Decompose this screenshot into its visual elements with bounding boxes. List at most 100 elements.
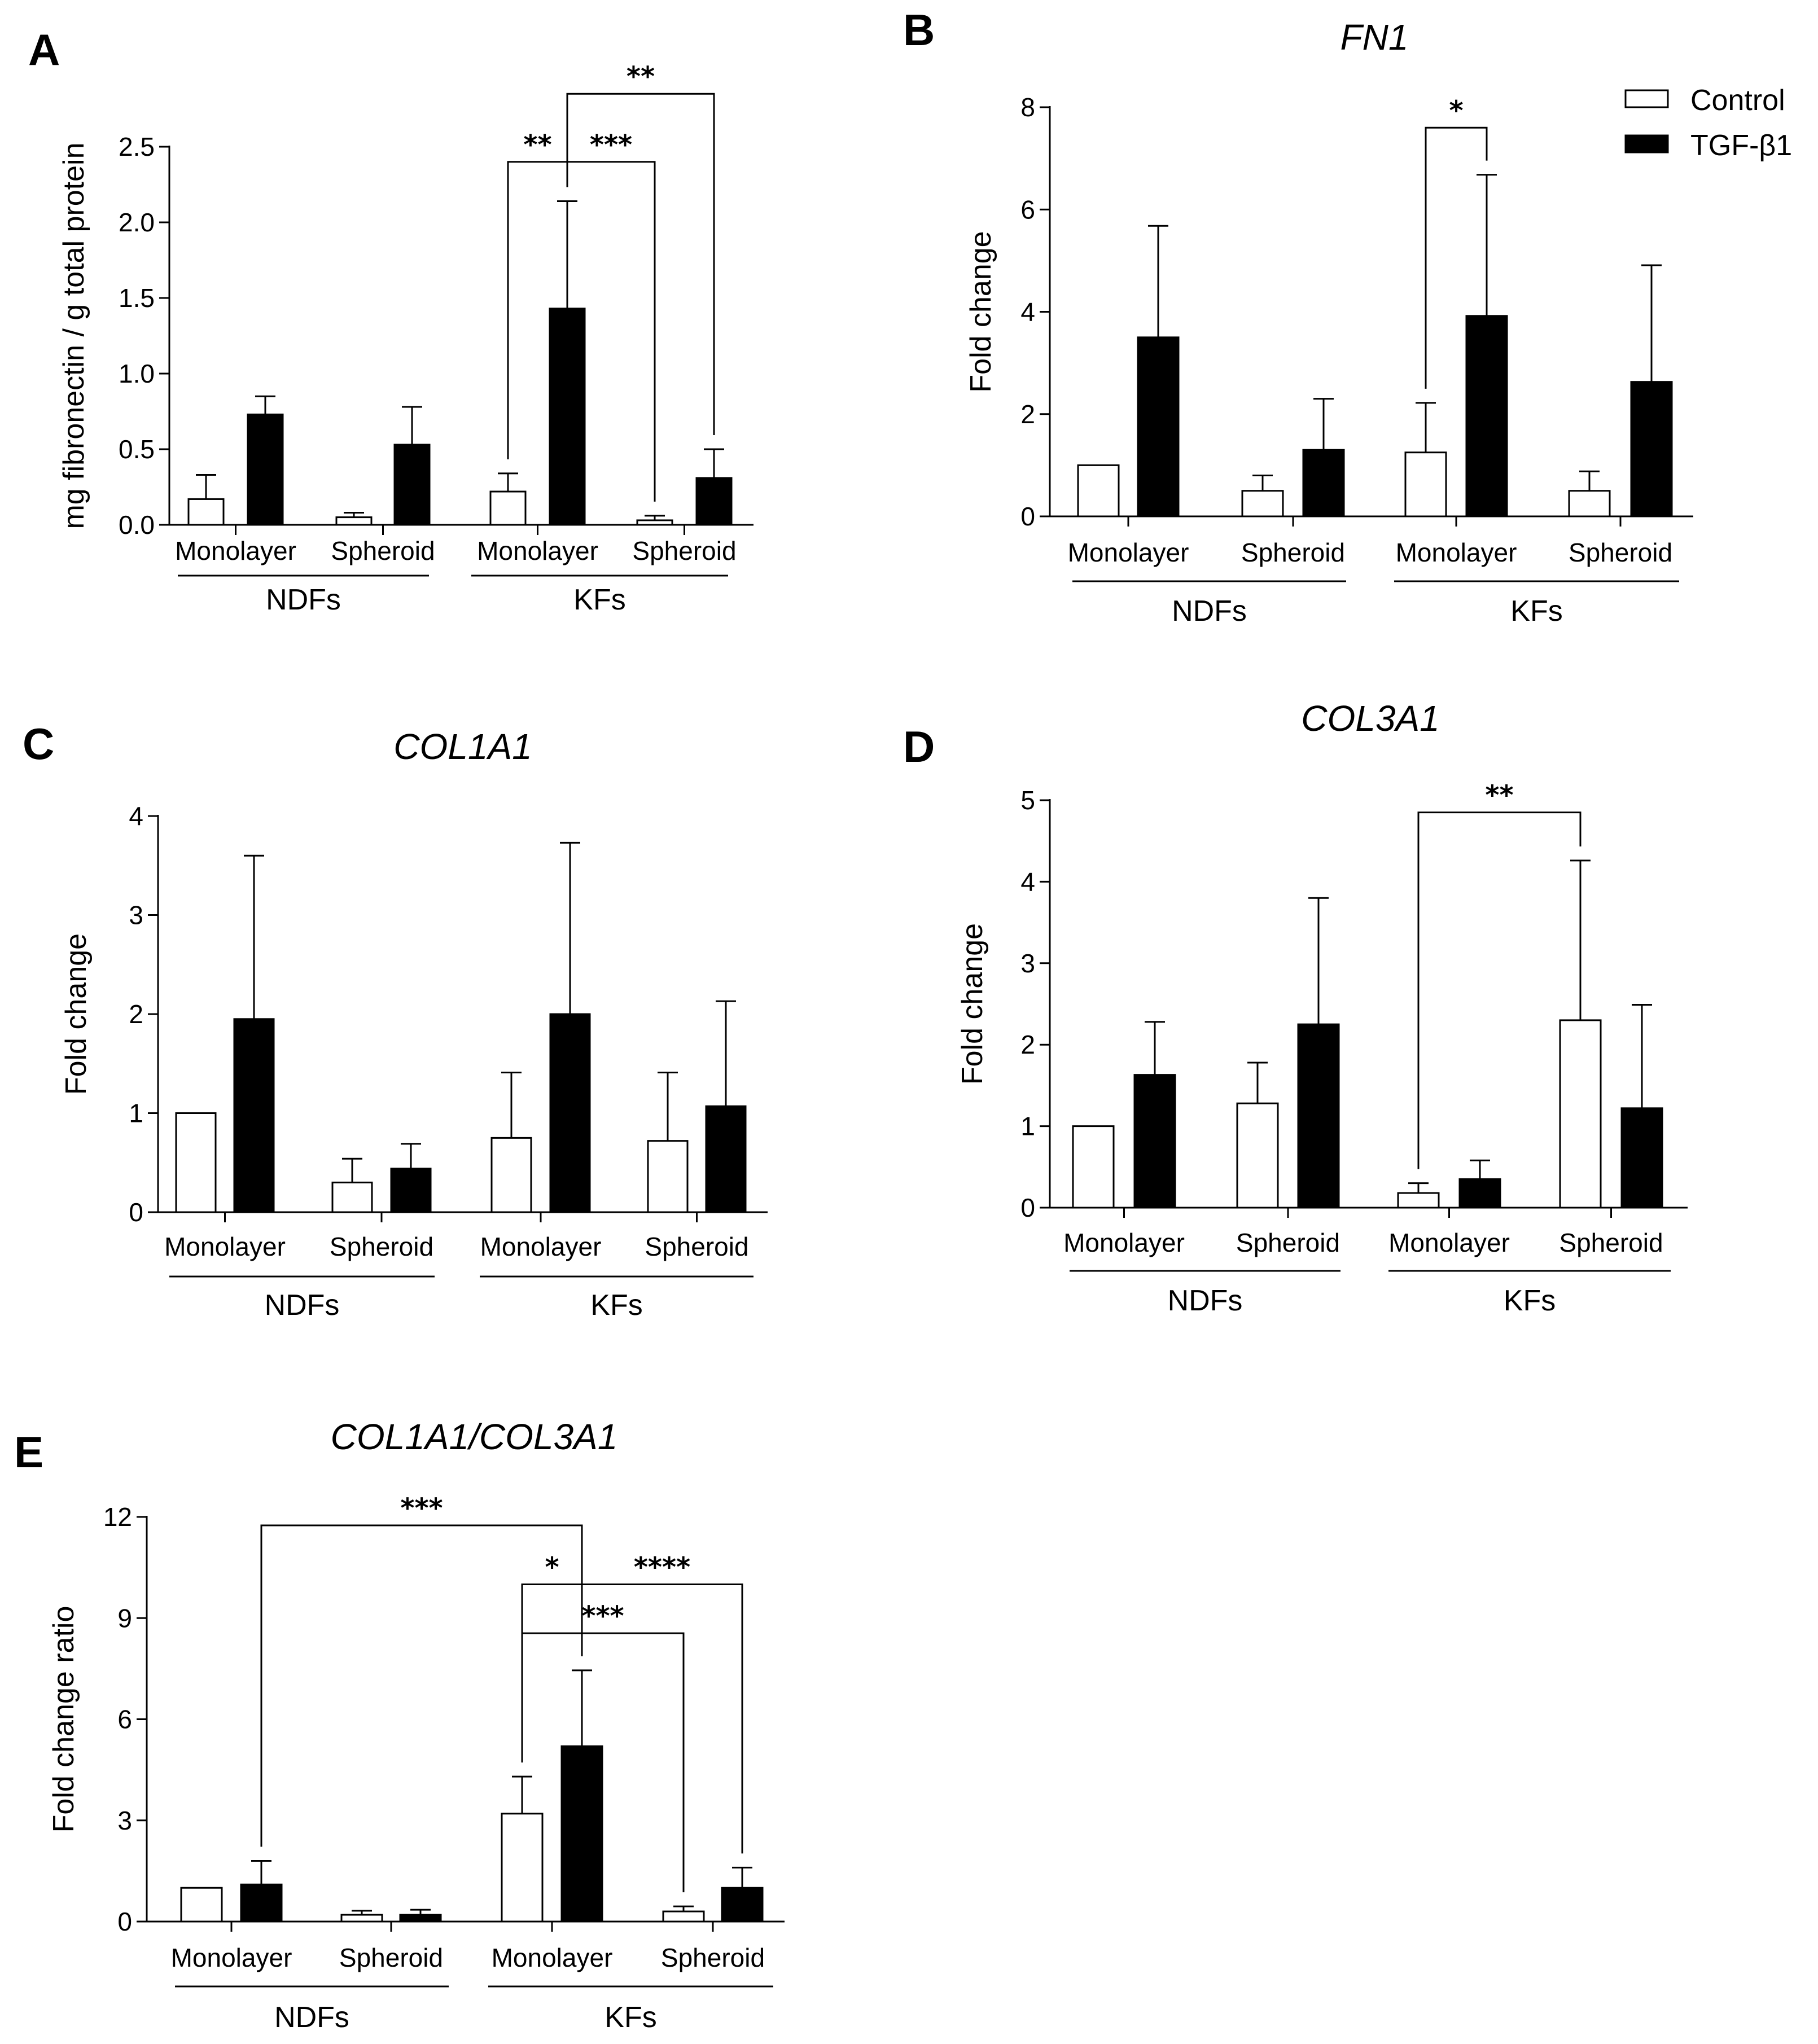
bar-tgf-1 bbox=[399, 1914, 442, 1923]
y-tick-label: 4 bbox=[1020, 867, 1035, 896]
significance-stars: *** bbox=[400, 1493, 443, 1524]
y-tick-label: 0 bbox=[129, 1198, 143, 1227]
significance-stars: **** bbox=[634, 1552, 690, 1584]
panel-letter: B bbox=[903, 5, 935, 55]
legend-swatch-control bbox=[1624, 89, 1669, 108]
bar-control-2 bbox=[501, 1813, 544, 1923]
category-label: Spheroid bbox=[1241, 538, 1345, 567]
bar-tgf-1 bbox=[1297, 1023, 1340, 1209]
bar-tgf-0 bbox=[1137, 336, 1180, 517]
y-axis-label: Fold change bbox=[956, 923, 989, 1085]
category-label: Spheroid bbox=[339, 1943, 443, 1972]
significance-bracket bbox=[581, 1584, 743, 1854]
category-label: Spheroid bbox=[1559, 1228, 1663, 1257]
category-label: Monolayer bbox=[164, 1232, 286, 1261]
category-label: Monolayer bbox=[1063, 1228, 1185, 1257]
y-tick-label: 5 bbox=[1020, 786, 1035, 815]
y-axis-label: Fold change bbox=[60, 933, 93, 1095]
bar-tgf-3 bbox=[1620, 1107, 1663, 1209]
significance-bracket bbox=[521, 1632, 685, 1893]
bar-control-3 bbox=[1559, 1019, 1602, 1209]
bar-control-3 bbox=[1568, 490, 1611, 517]
bar-tgf-1 bbox=[390, 1168, 432, 1213]
category-label: Spheroid bbox=[632, 536, 736, 565]
bar-control-1 bbox=[340, 1914, 383, 1923]
bar-control-2 bbox=[490, 1137, 532, 1213]
bar-tgf-3 bbox=[721, 1887, 764, 1923]
y-tick-label: 0.5 bbox=[119, 435, 155, 464]
bar-control-3 bbox=[636, 519, 673, 526]
bar-control-1 bbox=[1236, 1102, 1279, 1209]
bar-control-2 bbox=[1404, 451, 1447, 517]
significance-bracket bbox=[1417, 812, 1582, 1169]
bar-tgf-2 bbox=[549, 308, 586, 526]
legend-label: TGF-β1 bbox=[1690, 129, 1792, 162]
category-label: Monolayer bbox=[175, 536, 296, 565]
bar-tgf-2 bbox=[560, 1745, 603, 1923]
y-tick-label: 8 bbox=[1020, 93, 1035, 122]
significance-stars: * bbox=[1449, 95, 1463, 126]
significance-stars: * bbox=[545, 1552, 559, 1584]
y-tick-label: 1 bbox=[1020, 1112, 1035, 1141]
bar-control-0 bbox=[175, 1112, 217, 1213]
category-label: Monolayer bbox=[480, 1232, 602, 1261]
category-label: Monolayer bbox=[492, 1943, 613, 1972]
significance-stars: ** bbox=[627, 61, 655, 93]
bar-control-3 bbox=[662, 1910, 705, 1923]
y-tick-label: 0 bbox=[1020, 1193, 1035, 1222]
bar-tgf-0 bbox=[233, 1018, 275, 1213]
panel-c: C COL1A1 Fold change 0 1 2 3 4 Monolayer Spheroid… bbox=[23, 719, 768, 1322]
bar-tgf-1 bbox=[1302, 449, 1345, 517]
category-label: Spheroid bbox=[1236, 1228, 1340, 1257]
group-label: NDFs bbox=[274, 2001, 349, 2034]
y-tick-label: 3 bbox=[1020, 949, 1035, 978]
group-label: KFs bbox=[1510, 595, 1562, 628]
y-tick-label: 2.0 bbox=[119, 208, 155, 237]
bar-control-2 bbox=[1397, 1192, 1440, 1209]
group-label: NDFs bbox=[266, 584, 341, 616]
y-tick-label: 0.0 bbox=[119, 510, 155, 539]
y-tick-label: 0 bbox=[1020, 502, 1035, 531]
category-label: Monolayer bbox=[477, 536, 598, 565]
y-tick-label: 6 bbox=[1020, 195, 1035, 224]
group-label: KFs bbox=[590, 1289, 642, 1322]
category-label: Spheroid bbox=[331, 536, 435, 565]
significance-bracket bbox=[1425, 126, 1488, 389]
bar-control-1 bbox=[335, 516, 373, 526]
chart-title: COL3A1 bbox=[1301, 698, 1439, 739]
y-tick-label: 6 bbox=[117, 1705, 132, 1734]
significance-bracket bbox=[566, 93, 715, 435]
bar-control-2 bbox=[489, 490, 527, 526]
panel-letter: C bbox=[23, 719, 54, 769]
group-label: KFs bbox=[604, 2001, 656, 2034]
category-label: Spheroid bbox=[661, 1943, 765, 1972]
bar-tgf-3 bbox=[695, 477, 733, 526]
group-label: NDFs bbox=[265, 1289, 340, 1322]
bar-control-3 bbox=[647, 1140, 689, 1213]
panel-letter: A bbox=[28, 25, 60, 74]
y-tick-label: 2 bbox=[129, 999, 143, 1029]
bar-control-0 bbox=[187, 498, 225, 526]
significance-bracket bbox=[260, 1524, 583, 1847]
y-tick-label: 4 bbox=[1020, 297, 1035, 327]
bar-control-1 bbox=[1241, 490, 1284, 517]
category-label: Monolayer bbox=[171, 1943, 292, 1972]
legend-swatch-tgf bbox=[1624, 134, 1669, 153]
y-tick-label: 3 bbox=[117, 1806, 132, 1835]
bar-control-1 bbox=[331, 1181, 373, 1213]
legend: Control TGF-β1 bbox=[1624, 84, 1792, 162]
y-tick-label: 9 bbox=[117, 1603, 132, 1633]
panel-b: B FN1 Fold change 0 2 4 6 8 Monolayer Spheroid Mon… bbox=[903, 5, 1693, 628]
bar-tgf-2 bbox=[1465, 315, 1508, 517]
y-tick-label: 4 bbox=[129, 801, 143, 831]
bar-tgf-0 bbox=[240, 1883, 283, 1923]
significance-stars: ** bbox=[1485, 780, 1513, 812]
category-label: Spheroid bbox=[645, 1232, 748, 1261]
y-tick-label: 2 bbox=[1020, 400, 1035, 429]
bar-control-0 bbox=[1077, 464, 1120, 517]
chart-title: FN1 bbox=[1340, 17, 1409, 58]
y-axis-label: Fold change bbox=[965, 231, 997, 392]
y-tick-label: 1.0 bbox=[119, 359, 155, 388]
category-label: Spheroid bbox=[1569, 538, 1672, 567]
